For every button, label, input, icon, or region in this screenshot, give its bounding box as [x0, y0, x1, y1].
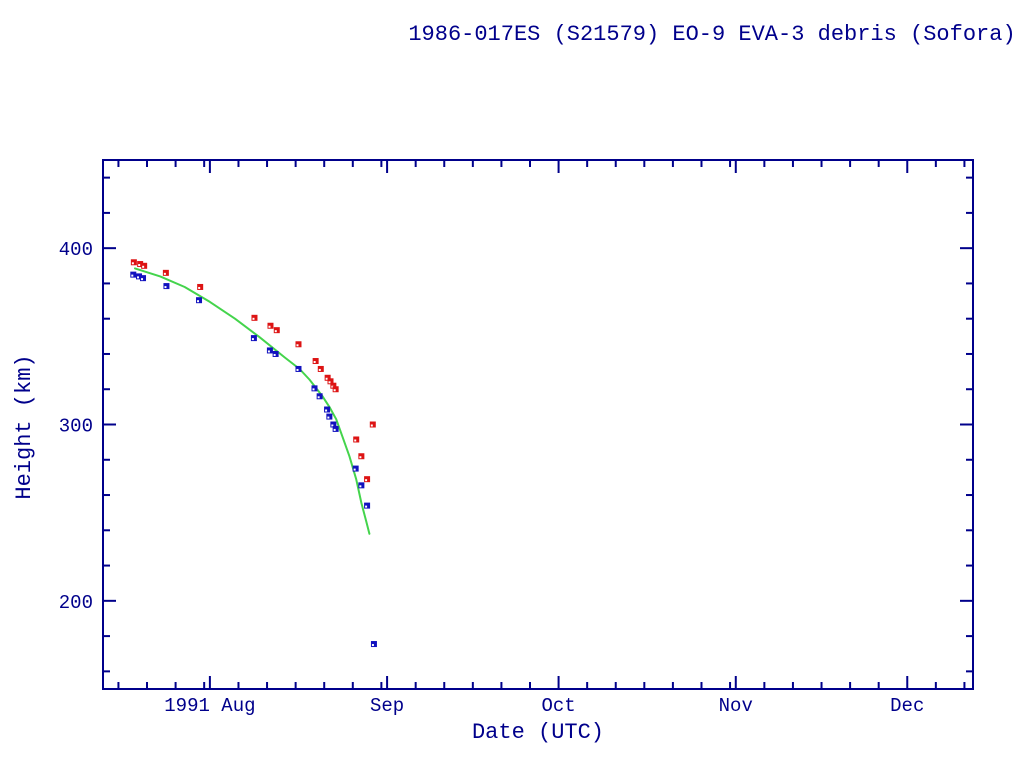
red-squares-point-notch [142, 265, 145, 268]
plot-frame [102, 159, 974, 690]
blue-squares-point-notch [365, 505, 368, 508]
blue-squares-point-notch [359, 485, 362, 488]
blue-squares-point-notch [317, 396, 320, 399]
red-squares-point-notch [365, 479, 368, 482]
x-tick-label: Sep [370, 695, 404, 717]
red-squares-point-notch [354, 439, 357, 442]
blue-squares-point-notch [296, 368, 299, 371]
blue-squares-point-notch [333, 428, 336, 431]
red-squares-point-notch [328, 381, 331, 384]
green-model-line [134, 267, 371, 535]
blue-squares-point-notch [325, 409, 328, 412]
y-tick-label: 400 [59, 239, 93, 261]
blue-squares-point-notch [137, 276, 140, 279]
y-tick-label: 300 [59, 416, 93, 438]
red-squares-point-notch [163, 272, 166, 275]
red-squares-point-notch [296, 344, 299, 347]
blue-squares-point-notch [251, 338, 254, 341]
red-squares-point-notch [359, 456, 362, 459]
red-squares-point-notch [131, 262, 134, 265]
x-tick-label: Nov [719, 695, 753, 717]
blue-squares-point-notch [197, 300, 200, 303]
blue-squares-point-notch [141, 278, 144, 281]
red-squares-point-notch [318, 368, 321, 371]
red-squares-point-notch [274, 330, 277, 333]
x-tick-label: 1991 Aug [164, 695, 255, 717]
plot-area: 1991 Aug Sep Oct Nov Dec 200 300 400 [59, 159, 974, 717]
red-squares-point-notch [313, 361, 316, 364]
red-squares-point-notch [325, 377, 328, 380]
red-squares-point-notch [331, 385, 334, 388]
red-squares-point [251, 314, 258, 321]
red-squares-point-notch [370, 424, 373, 427]
blue-squares-point-notch [273, 353, 276, 356]
red-squares-point-notch [138, 264, 141, 267]
blue-squares-point-notch [371, 644, 374, 647]
x-axis-label: Date (UTC) [472, 720, 604, 745]
red-squares-point-notch [252, 317, 255, 320]
blue-squares-point-notch [353, 468, 356, 471]
blue-squares-point-notch [312, 388, 315, 391]
x-tick-label: Oct [541, 695, 575, 717]
red-squares-point-notch [333, 389, 336, 392]
chart-title: 1986-017ES (S21579) EO-9 EVA-3 debris (S… [408, 22, 1015, 47]
blue-squares-point-notch [331, 424, 334, 427]
blue-squares-point-notch [164, 286, 167, 289]
red-squares-point-notch [198, 286, 201, 289]
blue-squares-point-notch [131, 274, 134, 277]
x-tick-label: Dec [890, 695, 924, 717]
y-tick-label: 200 [59, 592, 93, 614]
y-axis-label: Height (km) [12, 354, 37, 499]
blue-squares-point-notch [267, 350, 270, 353]
blue-squares-point-notch [327, 416, 330, 419]
red-squares-point-notch [268, 325, 271, 328]
